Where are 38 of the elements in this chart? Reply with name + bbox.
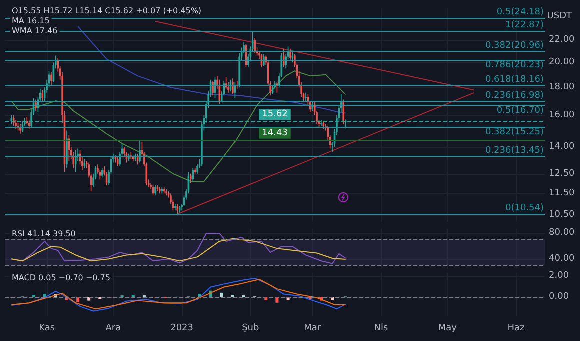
- ref-line-label: 0.382(15.25): [485, 127, 544, 138]
- x-tick-label: 2023: [170, 324, 194, 334]
- x-tick-label: Şub: [242, 324, 260, 334]
- y-tick-label: 18.00: [549, 82, 576, 93]
- ref-line-label: 0.236(16.98): [485, 90, 544, 101]
- x-tick-label: Nis: [374, 324, 388, 334]
- x-tick-label: May: [438, 324, 458, 334]
- ref-line-label: 0.5(16.70): [496, 106, 544, 116]
- ref-line-label: 0.382(20.96): [485, 41, 544, 52]
- ref-line-label: 0.786(20.23): [485, 60, 544, 70]
- y-tick-label: 14.00: [549, 142, 576, 152]
- x-tick-label: Mar: [304, 324, 322, 334]
- ref-line-label: 14.43: [262, 128, 288, 138]
- y-tick-label: 80.00: [549, 228, 576, 238]
- annotation: RSI 41.14 39.50: [12, 230, 76, 238]
- y-tick-label: 16.00: [549, 110, 576, 120]
- ref-line-label: 0.618(18.16): [485, 75, 544, 86]
- ref-line-label: 1(22.87): [505, 20, 544, 30]
- y-tick-label: 11.50: [549, 188, 576, 199]
- ref-line-label: 0.236(13.45): [485, 146, 544, 156]
- x-tick-label: Haz: [508, 324, 526, 334]
- annotation: MACD 0.05 −0.70 −0.75: [12, 274, 110, 282]
- ref-line-label: 0.5(24.18): [496, 7, 544, 18]
- ref-line-label: 15.62: [262, 110, 288, 120]
- x-tick-label: Kas: [39, 324, 56, 334]
- ref-line-label: 0(10.54): [505, 204, 544, 214]
- x-tick-label: Ara: [106, 324, 122, 334]
- y-tick-label: 2.00: [549, 271, 570, 282]
- y-axis-title: USDT: [547, 12, 572, 22]
- y-tick-label: 10.50: [549, 210, 576, 220]
- annotation: MA 16.15: [12, 16, 50, 26]
- y-tick-label: 0.00: [549, 292, 570, 302]
- annotation: WMA 17.46: [12, 26, 58, 36]
- y-tick-label: 22.00: [549, 35, 576, 46]
- y-tick-label: 20.00: [549, 58, 576, 68]
- y-tick-label: 12.50: [549, 168, 576, 179]
- annotation: O15.55 H15.72 L15.14 C15.62 +0.07 (+0.45%): [12, 6, 202, 16]
- y-tick-label: 40.00: [549, 254, 576, 264]
